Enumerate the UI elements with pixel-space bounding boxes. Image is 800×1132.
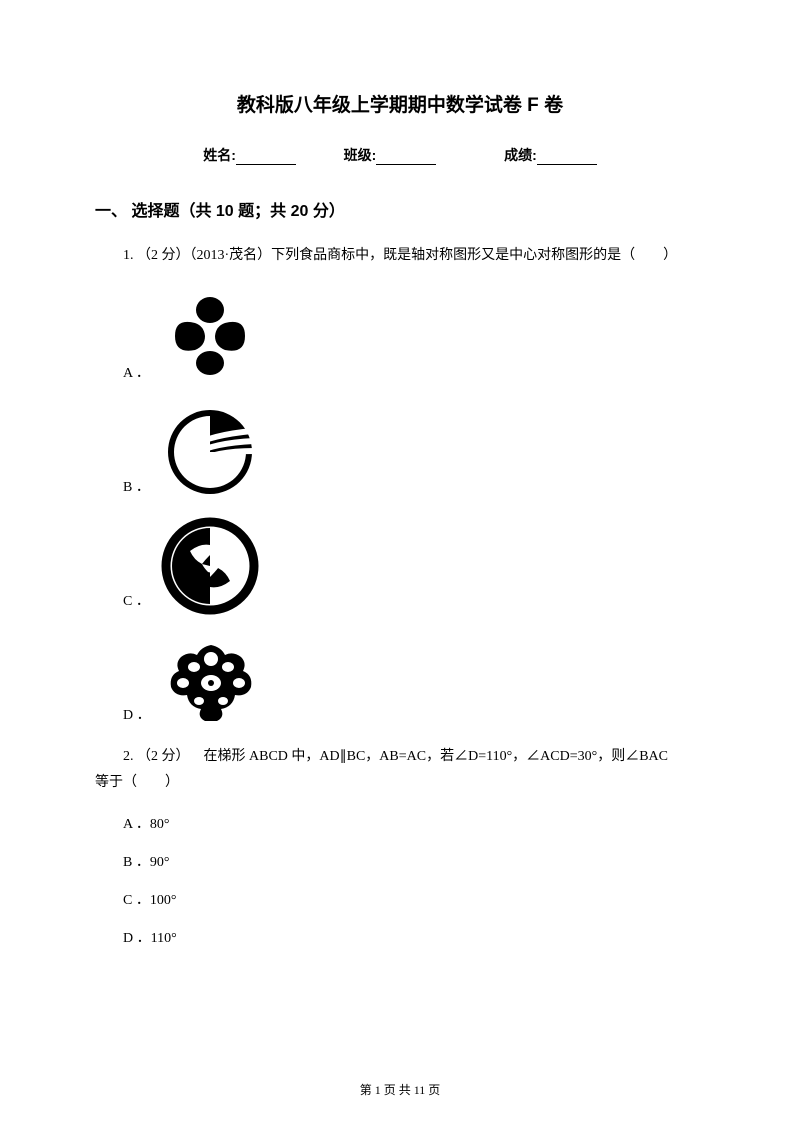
name-label: 姓名: xyxy=(203,147,236,163)
q2-option-b: B ．90° xyxy=(123,851,705,871)
section-heading: 一、 选择题（共 10 题；共 20 分） xyxy=(95,197,705,221)
q1-option-d: D ． xyxy=(123,630,705,730)
q2-option-d: D ．110° xyxy=(123,927,705,947)
q1-option-a: A ． xyxy=(123,288,705,388)
option-label-b: B ． xyxy=(123,476,150,502)
logo-b-icon xyxy=(160,402,260,502)
logo-c-icon xyxy=(160,516,260,616)
question-2-line2: 等于（ ） xyxy=(95,770,705,797)
logo-a-icon xyxy=(160,288,260,388)
score-blank xyxy=(537,149,597,165)
option-label-a: A ． xyxy=(123,362,150,388)
student-info-row: 姓名: 班级: 成绩: xyxy=(95,145,705,165)
question-2-line1: 2. （2 分） 在梯形 ABCD 中，AD∥BC，AB=AC，若∠D=110°… xyxy=(95,744,705,771)
option-label-d: D ． xyxy=(123,704,151,730)
class-blank xyxy=(376,149,436,165)
q2-option-a: A ．80° xyxy=(123,813,705,833)
q1-option-b: B ． xyxy=(123,402,705,502)
exam-title: 教科版八年级上学期期中数学试卷 F 卷 xyxy=(95,90,705,117)
q2-option-c: C ．100° xyxy=(123,889,705,909)
score-label: 成绩: xyxy=(504,147,537,163)
class-label: 班级: xyxy=(344,147,377,163)
page-footer: 第 1 页 共 11 页 xyxy=(0,1081,800,1098)
logo-d-icon xyxy=(161,630,261,730)
name-blank xyxy=(236,149,296,165)
q1-option-c: C ． xyxy=(123,516,705,616)
question-1: 1. （2 分）（2013·茂名）下列食品商标中，既是轴对称图形又是中心对称图形… xyxy=(95,243,705,270)
option-label-c: C ． xyxy=(123,590,150,616)
